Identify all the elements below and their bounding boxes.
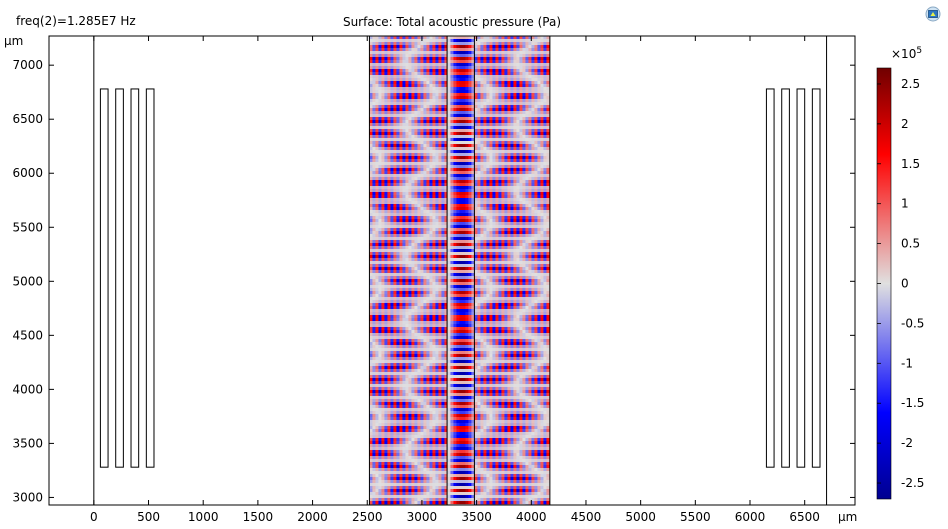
electrode-finger bbox=[130, 88, 140, 468]
x-tick-label: 2500 bbox=[352, 510, 383, 524]
x-tick-label: 3000 bbox=[407, 510, 438, 524]
channel-outline bbox=[368, 35, 551, 506]
x-tick-label: 4000 bbox=[516, 510, 547, 524]
x-tick-label: 6500 bbox=[789, 510, 820, 524]
colorbar-tick-label: -2.5 bbox=[901, 476, 924, 490]
y-tick-label: 7000 bbox=[12, 58, 43, 72]
plot-title: Surface: Total acoustic pressure (Pa) bbox=[343, 15, 561, 29]
y-tick-label: 4500 bbox=[12, 328, 43, 342]
x-tick-label: 0 bbox=[90, 510, 98, 524]
y-tick-label: 3500 bbox=[12, 436, 43, 450]
plot-window-button[interactable] bbox=[924, 6, 942, 22]
colorbar-ticks: 2.5 2 1.5 1 0.5 0 -0.5 -1 -1.5 -2 -2.5 bbox=[877, 77, 924, 490]
x-tick-label: 500 bbox=[137, 510, 160, 524]
x-tick-label: 4500 bbox=[571, 510, 602, 524]
electrode-finger bbox=[99, 88, 109, 468]
x-tick-label: 1500 bbox=[243, 510, 274, 524]
x-axis-unit: µm bbox=[838, 510, 857, 524]
x-tick-label: 5000 bbox=[625, 510, 656, 524]
colorbar-tick-label: 1 bbox=[901, 197, 909, 211]
y-tick-label: 3000 bbox=[12, 490, 43, 504]
y-tick-label: 5000 bbox=[12, 274, 43, 288]
colorbar-tick-label: 1.5 bbox=[901, 157, 920, 171]
x-axis: 0 500 1000 1500 2000 2500 3000 3500 4000 4500 5000… bbox=[90, 36, 820, 524]
colorbar-tick-label: 0 bbox=[901, 277, 909, 291]
x-tick-label: 6000 bbox=[735, 510, 766, 524]
x-tick-label: 5500 bbox=[680, 510, 711, 524]
y-axis-unit: µm bbox=[4, 34, 23, 48]
colorbar-tick-label: -2 bbox=[901, 436, 913, 450]
electrode-finger bbox=[781, 88, 790, 468]
electrode-finger bbox=[145, 88, 155, 468]
electrode-finger bbox=[115, 88, 124, 468]
y-tick-label: 6000 bbox=[12, 166, 43, 180]
colorbar: ×105 2.5 2 1.5 1 0.5 0 -0.5 -1 -1.5 -2 -2.5 bbox=[876, 46, 924, 500]
colorbar-tick-label: 0.5 bbox=[901, 237, 920, 251]
electrode-finger bbox=[765, 88, 775, 468]
colorbar-multiplier: ×105 bbox=[891, 46, 922, 61]
x-tick-label: 3500 bbox=[461, 510, 492, 524]
colorbar-tick-label: 2.5 bbox=[901, 77, 920, 91]
electrode-finger bbox=[796, 88, 806, 468]
y-tick-label: 4000 bbox=[12, 382, 43, 396]
plot-window-icon bbox=[925, 6, 941, 22]
colorbar-tick-label: -1.5 bbox=[901, 396, 924, 410]
x-tick-label: 2000 bbox=[297, 510, 328, 524]
pressure-field bbox=[369, 36, 550, 505]
y-axis: 3000 3500 4000 4500 5000 5500 6000 6500 7000 bbox=[12, 58, 855, 504]
x-tick-label: 1000 bbox=[188, 510, 219, 524]
electrode-finger bbox=[811, 88, 821, 468]
y-tick-label: 5500 bbox=[12, 220, 43, 234]
colorbar-tick-label: -0.5 bbox=[901, 316, 924, 330]
frequency-label: freq(2)=1.285E7 Hz bbox=[16, 14, 136, 28]
colorbar-tick-label: 2 bbox=[901, 117, 909, 131]
colorbar-tick-label: -1 bbox=[901, 356, 913, 370]
geometry-lines bbox=[93, 35, 828, 506]
y-tick-label: 6500 bbox=[12, 112, 43, 126]
